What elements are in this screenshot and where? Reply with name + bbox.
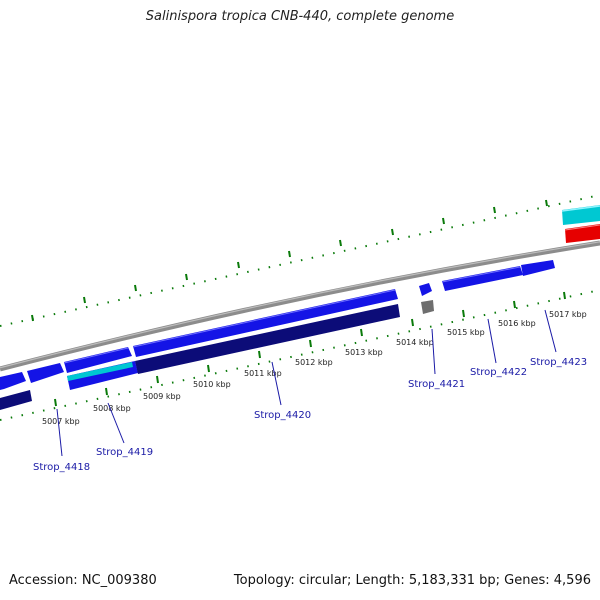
kbp-label: 5014 kbp [396, 338, 434, 347]
gene-label-lines [56, 309, 557, 457]
gene-arrow[interactable] [421, 300, 434, 314]
backbone [0, 240, 600, 372]
gene-arrow[interactable] [27, 363, 64, 383]
kbp-label: 5007 kbp [42, 417, 80, 426]
gene-label[interactable]: Strop_4418 [33, 462, 90, 473]
kbp-label: 5012 kbp [295, 358, 333, 367]
inner-tick-ring [0, 289, 600, 421]
forward-genes [0, 205, 600, 390]
gene-arrow[interactable] [67, 362, 133, 381]
map-title: Salinispora tropica CNB-440, complete ge… [145, 9, 455, 24]
gene-arrow[interactable] [0, 372, 26, 390]
kbp-label: 5009 kbp [143, 392, 181, 401]
kbp-label: 5016 kbp [498, 319, 536, 328]
kbp-label: 5017 kbp [549, 310, 587, 319]
kbp-label: 5011 kbp [244, 369, 282, 378]
gene-label[interactable]: Strop_4419 [96, 447, 153, 458]
kbp-labels: 5007 kbp 5008 kbp 5009 kbp 5010 kbp 5011… [42, 310, 587, 426]
gene-arrow[interactable] [0, 390, 32, 410]
genome-summary-text: Topology: circular; Length: 5,183,331 bp… [233, 573, 591, 588]
gene-arrow[interactable] [419, 283, 432, 296]
gene-labels: Strop_4418 Strop_4419 Strop_4420 Strop_4… [33, 357, 587, 473]
gene-arrow[interactable] [135, 304, 400, 374]
kbp-label: 5010 kbp [193, 380, 231, 389]
gene-arrow[interactable] [64, 347, 132, 373]
gene-arrow[interactable] [521, 260, 555, 276]
reverse-genes [0, 300, 434, 410]
gene-label[interactable]: Strop_4423 [530, 357, 587, 368]
gene-label[interactable]: Strop_4422 [470, 367, 527, 378]
accession-text: Accession: NC_009380 [9, 573, 157, 588]
kbp-label: 5008 kbp [93, 404, 131, 413]
gene-label[interactable]: Strop_4420 [254, 410, 311, 421]
outer-major-ticks [31, 199, 548, 322]
gene-arrow[interactable] [442, 266, 523, 291]
inner-major-ticks [54, 291, 566, 407]
gene-arrow[interactable] [565, 224, 600, 243]
kbp-label: 5015 kbp [447, 328, 485, 337]
kbp-label: 5013 kbp [345, 348, 383, 357]
gene-arrow[interactable] [133, 289, 398, 357]
gene-label[interactable]: Strop_4421 [408, 379, 465, 390]
